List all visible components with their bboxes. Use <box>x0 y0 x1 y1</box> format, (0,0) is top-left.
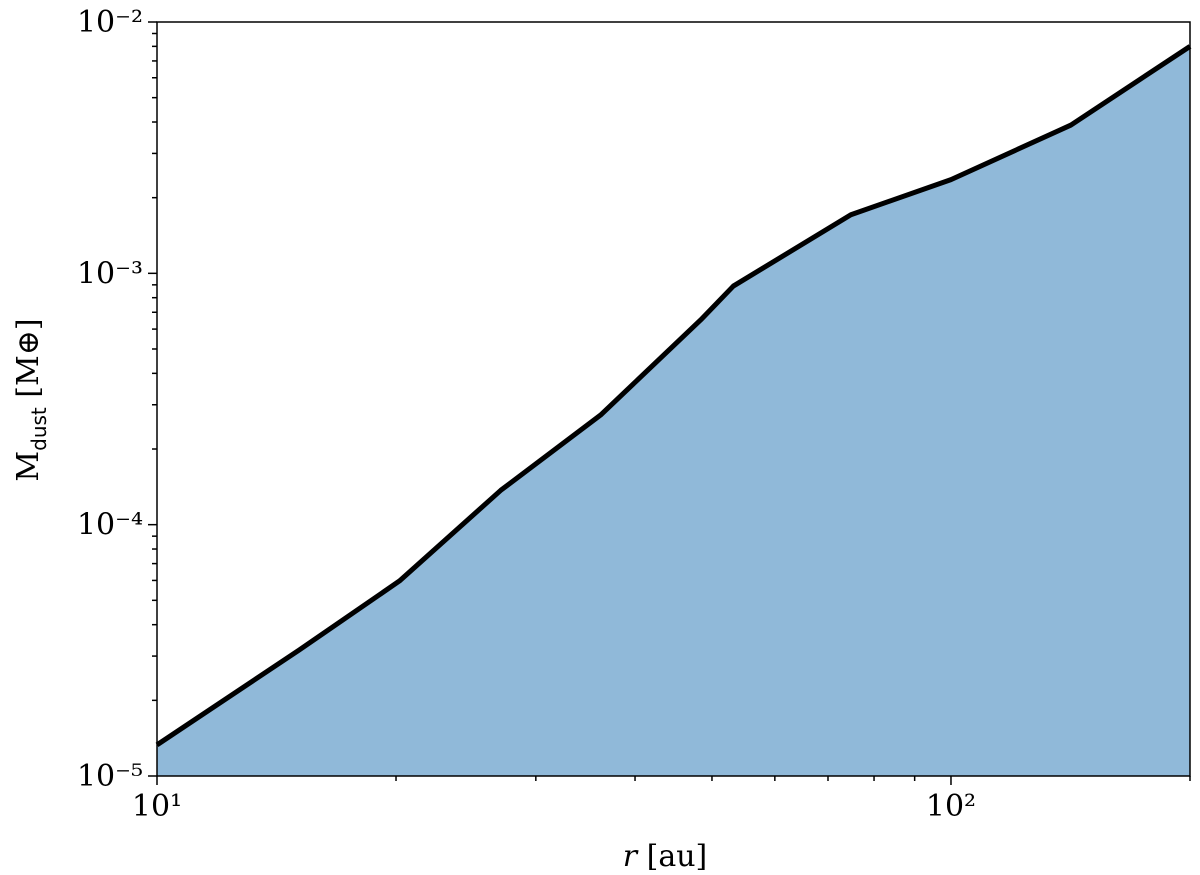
x-axis-label: r [au] <box>623 839 708 874</box>
y-axis-label: Mdust [M⊕] <box>11 318 51 481</box>
x-label-unit: [au] <box>647 839 708 874</box>
x-tick-label: 10¹ <box>132 789 182 824</box>
y-tick-label: 10⁻³ <box>77 256 143 291</box>
x-label-var: r <box>623 839 639 874</box>
x-tick-label: 10² <box>926 789 976 824</box>
y-label-space <box>11 398 46 408</box>
area-line <box>155 44 1192 747</box>
plot-frame <box>156 21 1191 777</box>
area-fill <box>157 46 1190 777</box>
y-label-sub: dust <box>27 407 51 451</box>
y-tick-label: 10⁻⁴ <box>77 508 143 543</box>
y-label-unit: [M⊕] <box>11 318 46 397</box>
y-tick-label: 10⁻² <box>77 5 143 40</box>
y-tick-label: 10⁻⁵ <box>77 759 143 794</box>
y-label-main: M <box>11 451 46 482</box>
